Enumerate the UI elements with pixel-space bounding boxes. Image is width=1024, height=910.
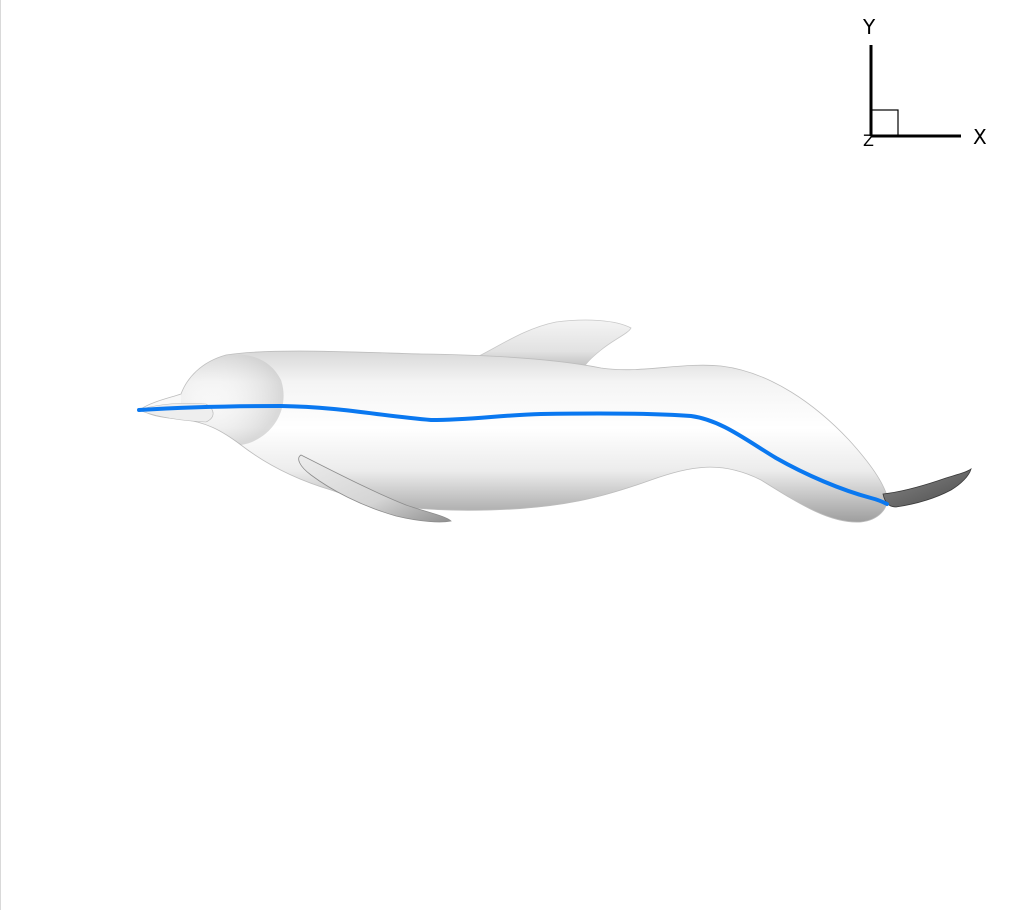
z-axis-label: Z [863,131,874,150]
body-midline [137,404,889,506]
tail-fluke [882,467,972,508]
y-axis-label: Y [862,15,876,39]
pectoral-fin [298,454,452,523]
x-axis-label: X [973,125,987,149]
axes-triad: Y X Z [862,15,987,150]
head-shading [181,354,284,445]
dolphin-model [137,319,972,523]
z-axis-box [870,109,899,137]
